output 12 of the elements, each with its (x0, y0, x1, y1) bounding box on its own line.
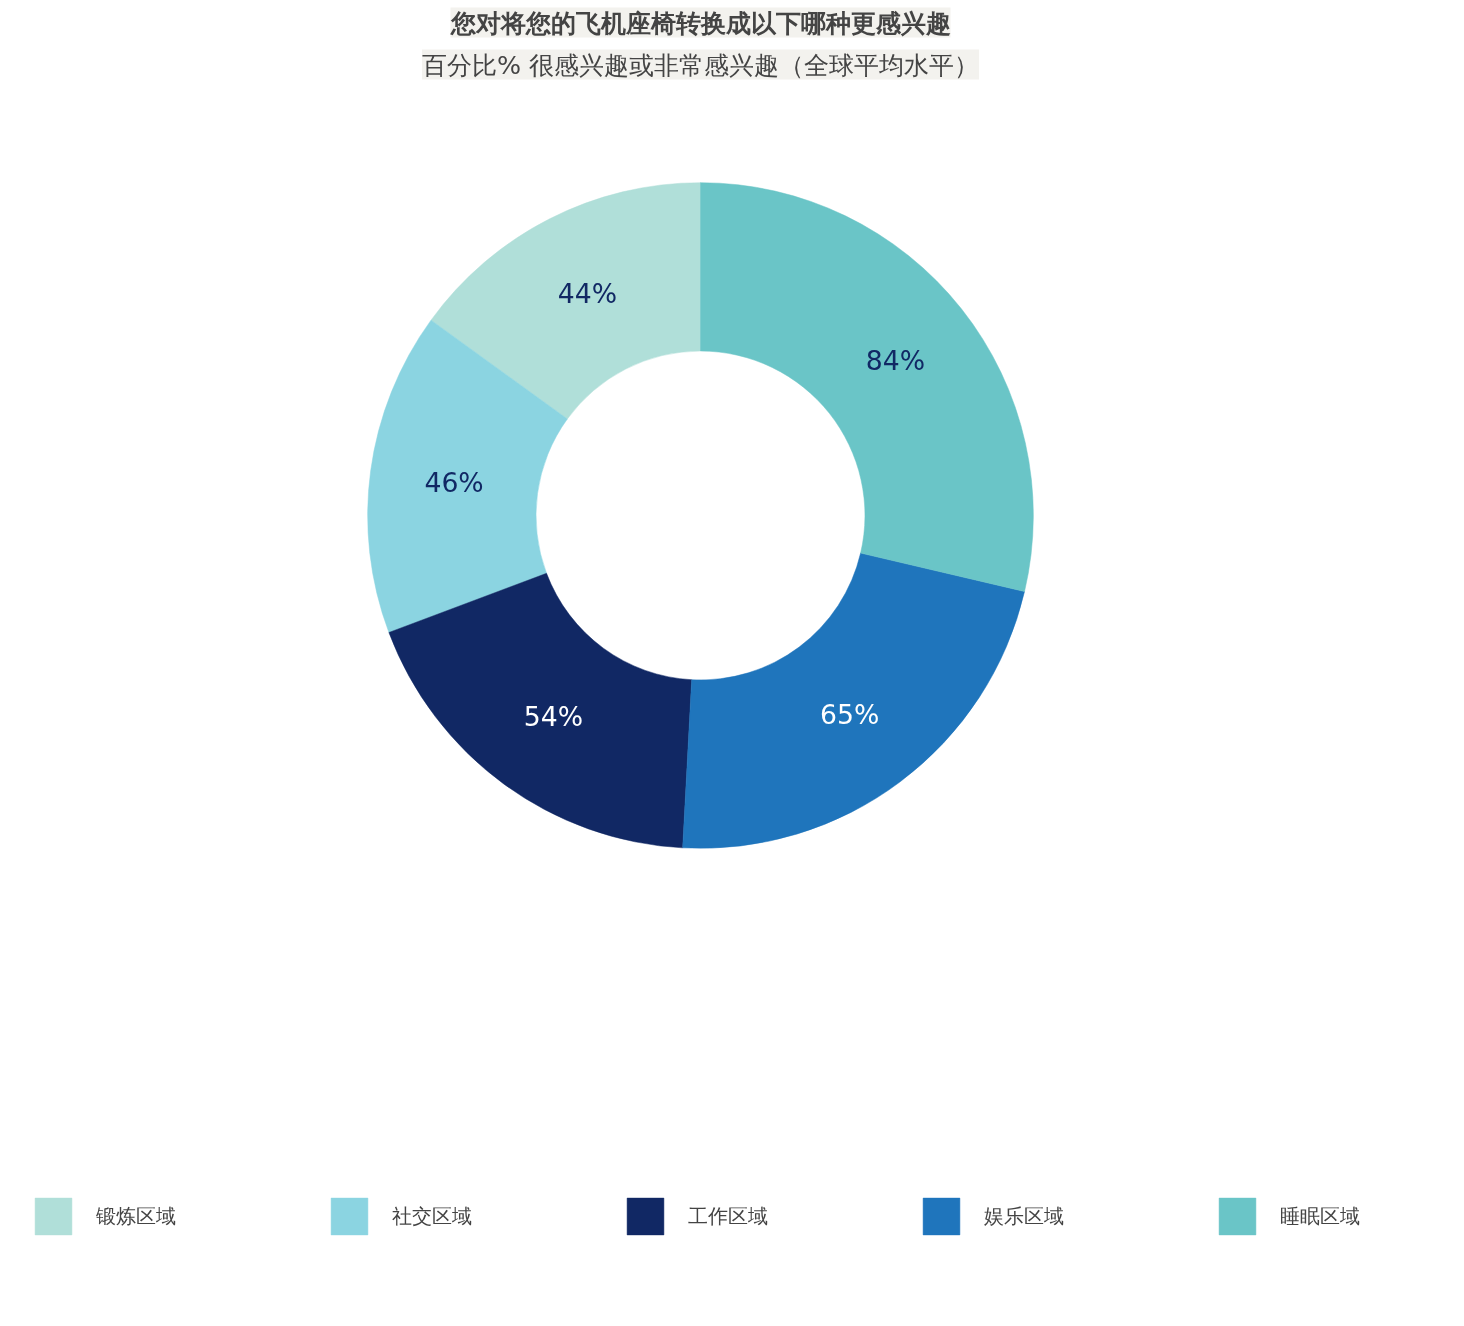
data-label: 54% (523, 700, 584, 732)
legend-label: 锻炼区域 (96, 1202, 176, 1230)
legend-label: 娱乐区域 (984, 1202, 1064, 1230)
legend-label: 工作区域 (688, 1202, 768, 1230)
chart-title: 您对将您的飞机座椅转换成以下哪种更感兴趣 (449, 7, 951, 38)
chart-subtitle: 百分比% 很感兴趣或非常感兴趣（全球平均水平） (421, 49, 980, 80)
data-label: 44% (557, 278, 618, 310)
data-label: 46% (424, 466, 484, 498)
legend-label: 社交区域 (392, 1202, 472, 1230)
data-label: 84% (865, 345, 926, 377)
legend-label: 睡眠区域 (1280, 1202, 1360, 1230)
data-label: 65% (820, 699, 880, 731)
